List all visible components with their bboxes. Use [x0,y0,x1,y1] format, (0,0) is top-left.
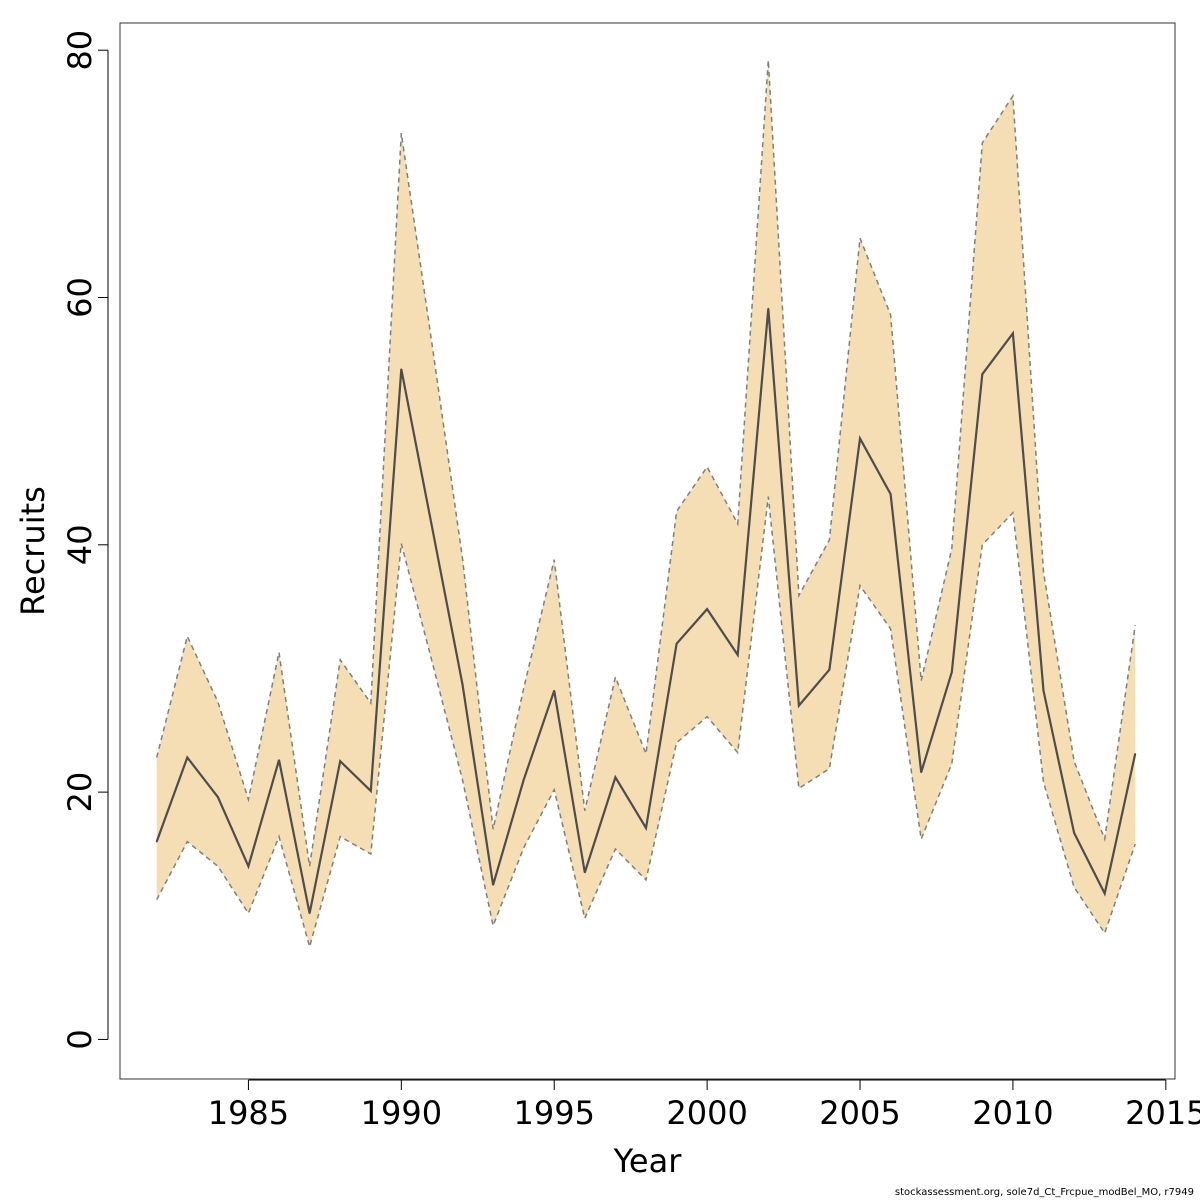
x-tick-label-1990: 1990 [361,1094,442,1132]
data-point-2010 [1012,332,1014,335]
footer-note: stockassessment.org, sole7d_Ct_Frcpue_mo… [894,1187,1194,1198]
data-point-1983 [186,756,189,759]
y-tick-label-60: 60 [61,277,99,318]
y-axis-title: Recruits [14,486,52,616]
x-tick-label-1995: 1995 [514,1094,595,1132]
data-point-2013 [1103,892,1106,895]
data-point-2004 [828,668,831,671]
estimate-line-layer [155,307,1137,915]
data-point-1988 [339,760,342,762]
data-point-1993 [492,884,494,886]
data-point-2012 [1073,832,1075,834]
data-point-1987 [308,912,311,915]
data-point-1989 [370,790,372,792]
data-point-2011 [1042,689,1045,692]
data-point-2014 [1134,753,1136,755]
data-point-1992 [461,683,464,686]
data-point-1984 [217,796,219,798]
x-tick-label-2010: 2010 [972,1094,1053,1132]
data-point-2005 [859,437,861,440]
x-tick-label-2005: 2005 [819,1094,900,1132]
y-tick-label-20: 20 [61,772,99,813]
x-tick-label-2000: 2000 [666,1094,747,1132]
data-point-1999 [675,642,678,645]
data-point-2000 [706,608,708,610]
x-axis-title: Year [613,1142,683,1180]
data-point-2007 [920,771,922,774]
y-tick-label-40: 40 [61,524,99,565]
data-point-2006 [889,493,892,495]
data-point-1991 [431,525,433,528]
plot-frame [119,22,1176,1080]
confidence-band-layer [155,60,1136,950]
data-point-1995 [553,689,555,692]
data-point-1985 [247,865,250,868]
data-point-1997 [614,776,617,779]
lower-bound-line [156,496,1136,950]
data-point-2002 [767,307,770,310]
data-point-2003 [798,704,800,707]
x-tick-label-2015: 2015 [1125,1094,1200,1132]
y-tick-label-0: 0 [61,1029,99,1049]
data-point-1982 [155,840,158,843]
x-axis: 1985 1990 1995 2000 2005 2010 2015 [208,1079,1200,1132]
confidence-band [156,60,1136,947]
data-point-2009 [981,373,984,376]
data-point-1994 [522,779,525,781]
y-axis: 0 20 40 60 80 [61,30,109,1050]
data-point-1986 [278,759,280,761]
data-point-1990 [400,368,403,371]
data-point-1998 [645,827,647,829]
data-point-1996 [584,871,586,874]
data-point-2008 [951,671,953,673]
x-tick-label-1985: 1985 [208,1094,289,1132]
upper-bound-line [155,60,1136,867]
data-point-2001 [736,654,739,656]
y-tick-label-80: 80 [61,30,99,71]
